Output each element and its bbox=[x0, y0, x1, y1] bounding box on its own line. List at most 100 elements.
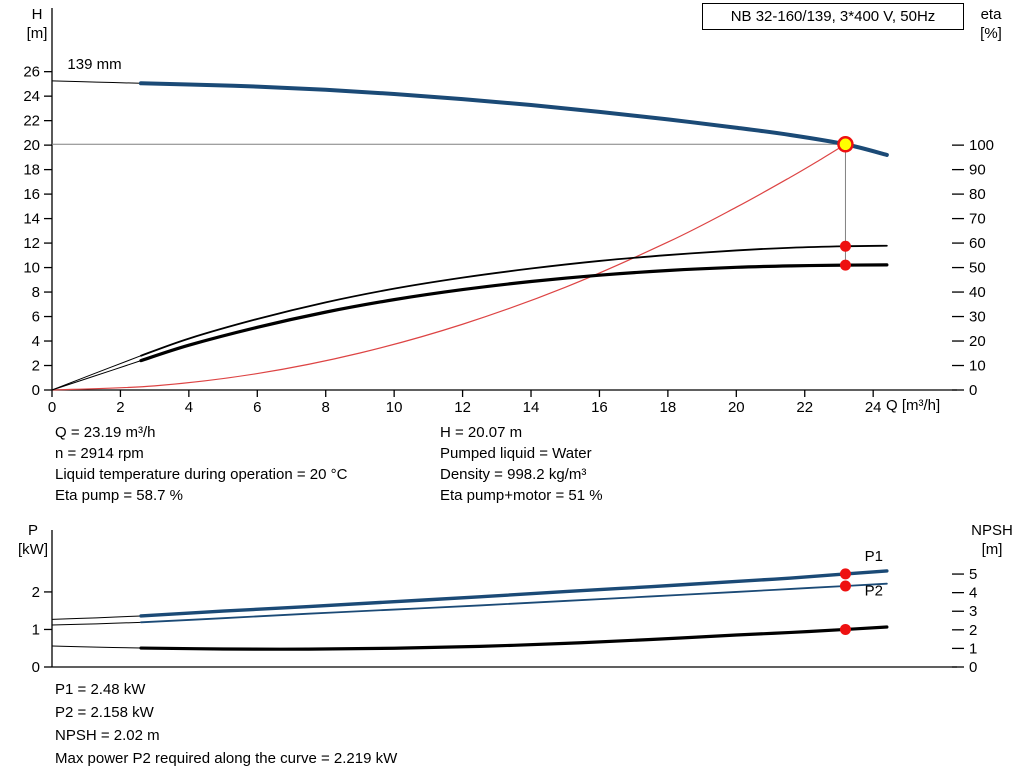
y-left-tick-label: 18 bbox=[23, 162, 40, 179]
eta-axis-symbol: eta bbox=[980, 6, 1002, 23]
info-line-head: H = 20.07 m bbox=[440, 424, 523, 441]
q-axis-label: Q [m³/h] bbox=[886, 397, 941, 414]
y-right-tick-label: 1 bbox=[969, 640, 977, 657]
x-tick-label: 4 bbox=[185, 399, 193, 416]
info-line-speed: n = 2914 rpm bbox=[55, 445, 144, 462]
h-axis-symbol: H bbox=[31, 6, 43, 23]
qh-eta-chart: 0246810121416182022242601020304050607080… bbox=[23, 8, 994, 416]
pump-curve-139mm bbox=[138, 81, 889, 157]
h-axis-label: H [m] bbox=[20, 5, 54, 43]
info-line-density: Density = 998.2 kg/m³ bbox=[440, 466, 587, 483]
p2-curve bbox=[140, 582, 888, 624]
x-tick-label: 20 bbox=[728, 399, 745, 416]
p1-label: P1 bbox=[865, 548, 883, 565]
y-left-tick-label: 14 bbox=[23, 211, 40, 228]
result-line-max-power: Max power P2 required along the curve = … bbox=[55, 750, 398, 767]
x-tick-label: 18 bbox=[660, 399, 677, 416]
y-right-tick-label: 5 bbox=[969, 566, 977, 583]
operating-data-left: Q = 23.19 m³/h n = 2914 rpm Liquid tempe… bbox=[55, 422, 347, 506]
p1-point bbox=[839, 568, 851, 580]
duty-point bbox=[837, 136, 854, 153]
info-line-eta-pump: Eta pump = 58.7 % bbox=[55, 487, 183, 504]
pump-curve-lead bbox=[51, 80, 142, 84]
y-right-tick-label: 0 bbox=[969, 659, 977, 676]
y-left-tick-label: 26 bbox=[23, 64, 40, 81]
system-curve bbox=[51, 143, 847, 391]
x-tick-label: 6 bbox=[253, 399, 261, 416]
y-left-tick-label: 20 bbox=[23, 137, 40, 154]
y-left-tick-label: 0 bbox=[32, 659, 40, 676]
npsh-axis-unit: [m] bbox=[981, 541, 1003, 558]
npsh-curve bbox=[139, 625, 889, 651]
y-left-tick-label: 10 bbox=[23, 260, 40, 277]
y-right-tick-label: 40 bbox=[969, 284, 986, 301]
x-tick-label: 2 bbox=[116, 399, 124, 416]
p2-point bbox=[839, 580, 851, 592]
y-right-tick-label: 2 bbox=[969, 622, 977, 639]
h-axis-unit: [m] bbox=[26, 25, 48, 42]
x-tick-label: 0 bbox=[48, 399, 56, 416]
eta-pump-curve bbox=[140, 244, 888, 357]
info-line-eta-total: Eta pump+motor = 51 % bbox=[440, 487, 603, 504]
y-left-tick-label: 12 bbox=[23, 235, 40, 252]
x-tick-label: 24 bbox=[865, 399, 882, 416]
operating-data-right: H = 20.07 m Pumped liquid = Water Densit… bbox=[440, 422, 603, 506]
info-line-q: Q = 23.19 m³/h bbox=[55, 424, 156, 441]
y-right-tick-label: 30 bbox=[969, 309, 986, 326]
y-left-tick-label: 2 bbox=[32, 358, 40, 375]
info-line-temperature: Liquid temperature during operation = 20… bbox=[55, 466, 348, 483]
eta-pump-motor-curve bbox=[139, 263, 889, 363]
p-axis-label: P [kW] bbox=[12, 521, 54, 559]
y-right-tick-label: 60 bbox=[969, 235, 986, 252]
eta-pump-lead bbox=[51, 355, 142, 391]
impeller-diameter-label: 139 mm bbox=[67, 56, 121, 73]
y-right-tick-label: 100 bbox=[969, 137, 994, 154]
eta-axis-label: eta [%] bbox=[968, 5, 1014, 43]
p-axis-symbol: P bbox=[27, 522, 38, 539]
p2-lead bbox=[51, 621, 142, 626]
y-right-tick-label: 10 bbox=[969, 358, 986, 375]
y-left-tick-label: 22 bbox=[23, 113, 40, 130]
y-left-tick-label: 8 bbox=[32, 284, 40, 301]
result-line-npsh: NPSH = 2.02 m bbox=[55, 727, 160, 744]
y-left-tick-label: 24 bbox=[23, 88, 40, 105]
result-line-p2: P2 = 2.158 kW bbox=[55, 704, 154, 721]
y-right-tick-label: 50 bbox=[969, 260, 986, 277]
y-left-tick-label: 1 bbox=[32, 621, 40, 638]
y-right-tick-label: 90 bbox=[969, 162, 986, 179]
x-tick-label: 14 bbox=[523, 399, 540, 416]
y-right-tick-label: 20 bbox=[969, 333, 986, 350]
npsh-axis-symbol: NPSH bbox=[971, 522, 1013, 539]
eta-axis-unit: [%] bbox=[980, 25, 1002, 42]
y-right-tick-label: 3 bbox=[969, 603, 977, 620]
result-line-p1: P1 = 2.48 kW bbox=[55, 681, 146, 698]
npsh-axis-label: NPSH [m] bbox=[966, 521, 1018, 559]
info-line-liquid: Pumped liquid = Water bbox=[440, 445, 592, 462]
npsh-lead bbox=[51, 645, 142, 649]
x-tick-label: 22 bbox=[796, 399, 813, 416]
y-right-tick-label: 70 bbox=[969, 211, 986, 228]
p1-lead bbox=[51, 615, 142, 620]
y-right-tick-label: 80 bbox=[969, 186, 986, 203]
y-left-tick-label: 16 bbox=[23, 186, 40, 203]
x-tick-label: 16 bbox=[591, 399, 608, 416]
x-tick-label: 8 bbox=[322, 399, 330, 416]
x-tick-label: 10 bbox=[386, 399, 403, 416]
p1-curve bbox=[139, 569, 889, 618]
y-right-tick-label: 4 bbox=[969, 585, 977, 602]
npsh-point bbox=[839, 623, 851, 635]
eta-pump-motor-point bbox=[839, 259, 851, 271]
y-left-tick-label: 0 bbox=[32, 382, 40, 399]
x-tick-label: 12 bbox=[454, 399, 471, 416]
pump-model-box: NB 32-160/139, 3*400 V, 50Hz bbox=[702, 3, 964, 30]
y-left-tick-label: 2 bbox=[32, 584, 40, 601]
y-right-tick-label: 0 bbox=[969, 382, 977, 399]
pump-model-label: NB 32-160/139, 3*400 V, 50Hz bbox=[730, 8, 936, 25]
eta-pump-motor-lead bbox=[51, 360, 142, 391]
y-left-tick-label: 4 bbox=[32, 333, 40, 350]
eta-pump-point bbox=[839, 240, 851, 252]
results-block: P1 = 2.48 kW P2 = 2.158 kW NPSH = 2.02 m… bbox=[55, 678, 397, 770]
p-axis-unit: [kW] bbox=[18, 541, 48, 558]
